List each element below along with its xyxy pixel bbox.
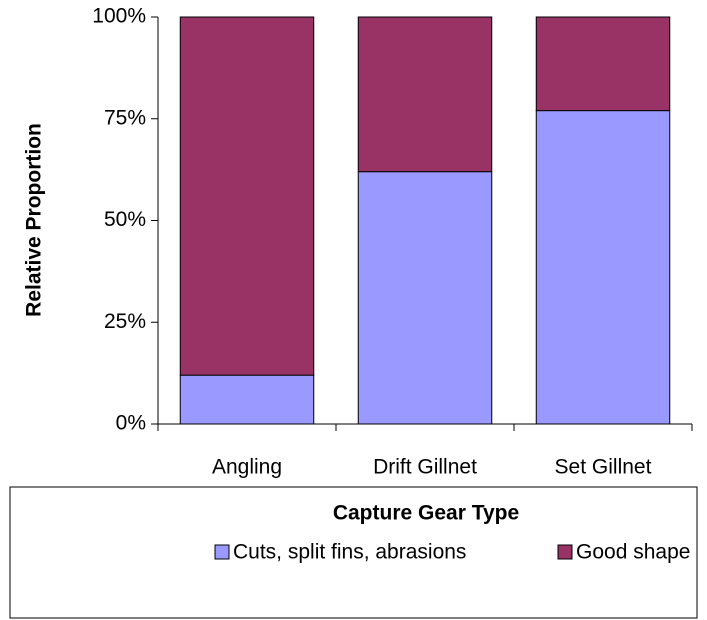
y-axis-label: Relative Proportion	[23, 123, 46, 317]
bar-segment	[357, 171, 493, 425]
legend-swatch	[214, 544, 230, 560]
y-tick-label: 75%	[104, 106, 146, 129]
bar-segment	[179, 16, 315, 376]
x-tick-label: Angling	[212, 456, 282, 479]
bar-segment	[357, 16, 493, 173]
y-tick-label: 100%	[92, 5, 146, 28]
bar-segment	[535, 110, 671, 425]
legend-label: Good shape	[576, 541, 690, 564]
legend-box	[9, 486, 698, 619]
y-tick-label: 0%	[116, 412, 146, 435]
legend-label: Cuts, split fins, abrasions	[233, 541, 466, 564]
y-tick-label: 25%	[104, 310, 146, 333]
bar-segment	[179, 374, 315, 425]
y-tick-label: 50%	[104, 208, 146, 231]
x-tick-label: Set Gillnet	[555, 456, 652, 479]
bar-segment	[535, 16, 671, 112]
legend-swatch	[557, 544, 573, 560]
x-axis-label: Capture Gear Type	[333, 502, 519, 525]
x-tick-label: Drift Gillnet	[373, 456, 477, 479]
